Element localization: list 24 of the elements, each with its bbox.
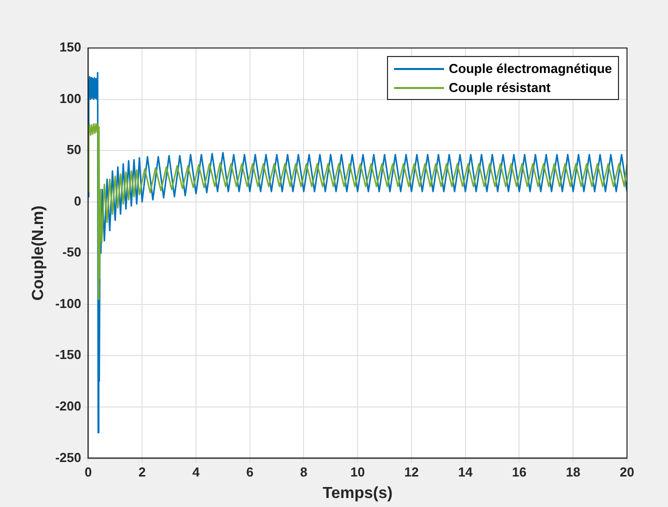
y-tick-label: -150 <box>55 347 82 362</box>
x-tick-label: 12 <box>404 464 419 480</box>
y-tick-label: 150 <box>60 40 82 55</box>
y-tick-label: -50 <box>62 244 82 260</box>
x-tick-label: 2 <box>138 464 146 480</box>
x-axis-title: Temps(s) <box>322 484 393 502</box>
legend-label: Couple électromagnétique <box>448 61 612 76</box>
y-tick-label: -250 <box>55 450 82 465</box>
legend-label: Couple résistant <box>448 80 551 95</box>
x-tick-label: 0 <box>84 464 92 480</box>
x-tick-label: 18 <box>566 464 580 480</box>
y-tick-label: 0 <box>74 193 82 208</box>
x-tick-label: 16 <box>512 464 526 480</box>
x-tick-label: 8 <box>300 464 308 480</box>
y-tick-label: -200 <box>55 398 82 414</box>
y-tick-label: -100 <box>55 296 82 311</box>
y-tick-label: 50 <box>66 142 82 158</box>
x-tick-label: 14 <box>458 464 474 480</box>
x-tick-label: 20 <box>620 464 634 480</box>
y-axis-title: Couple(N.m) <box>30 206 48 301</box>
x-tick-label: 6 <box>246 464 254 480</box>
x-tick-label: 4 <box>192 464 200 480</box>
y-tick-label: 100 <box>60 90 82 106</box>
x-tick-label: 10 <box>350 464 365 480</box>
